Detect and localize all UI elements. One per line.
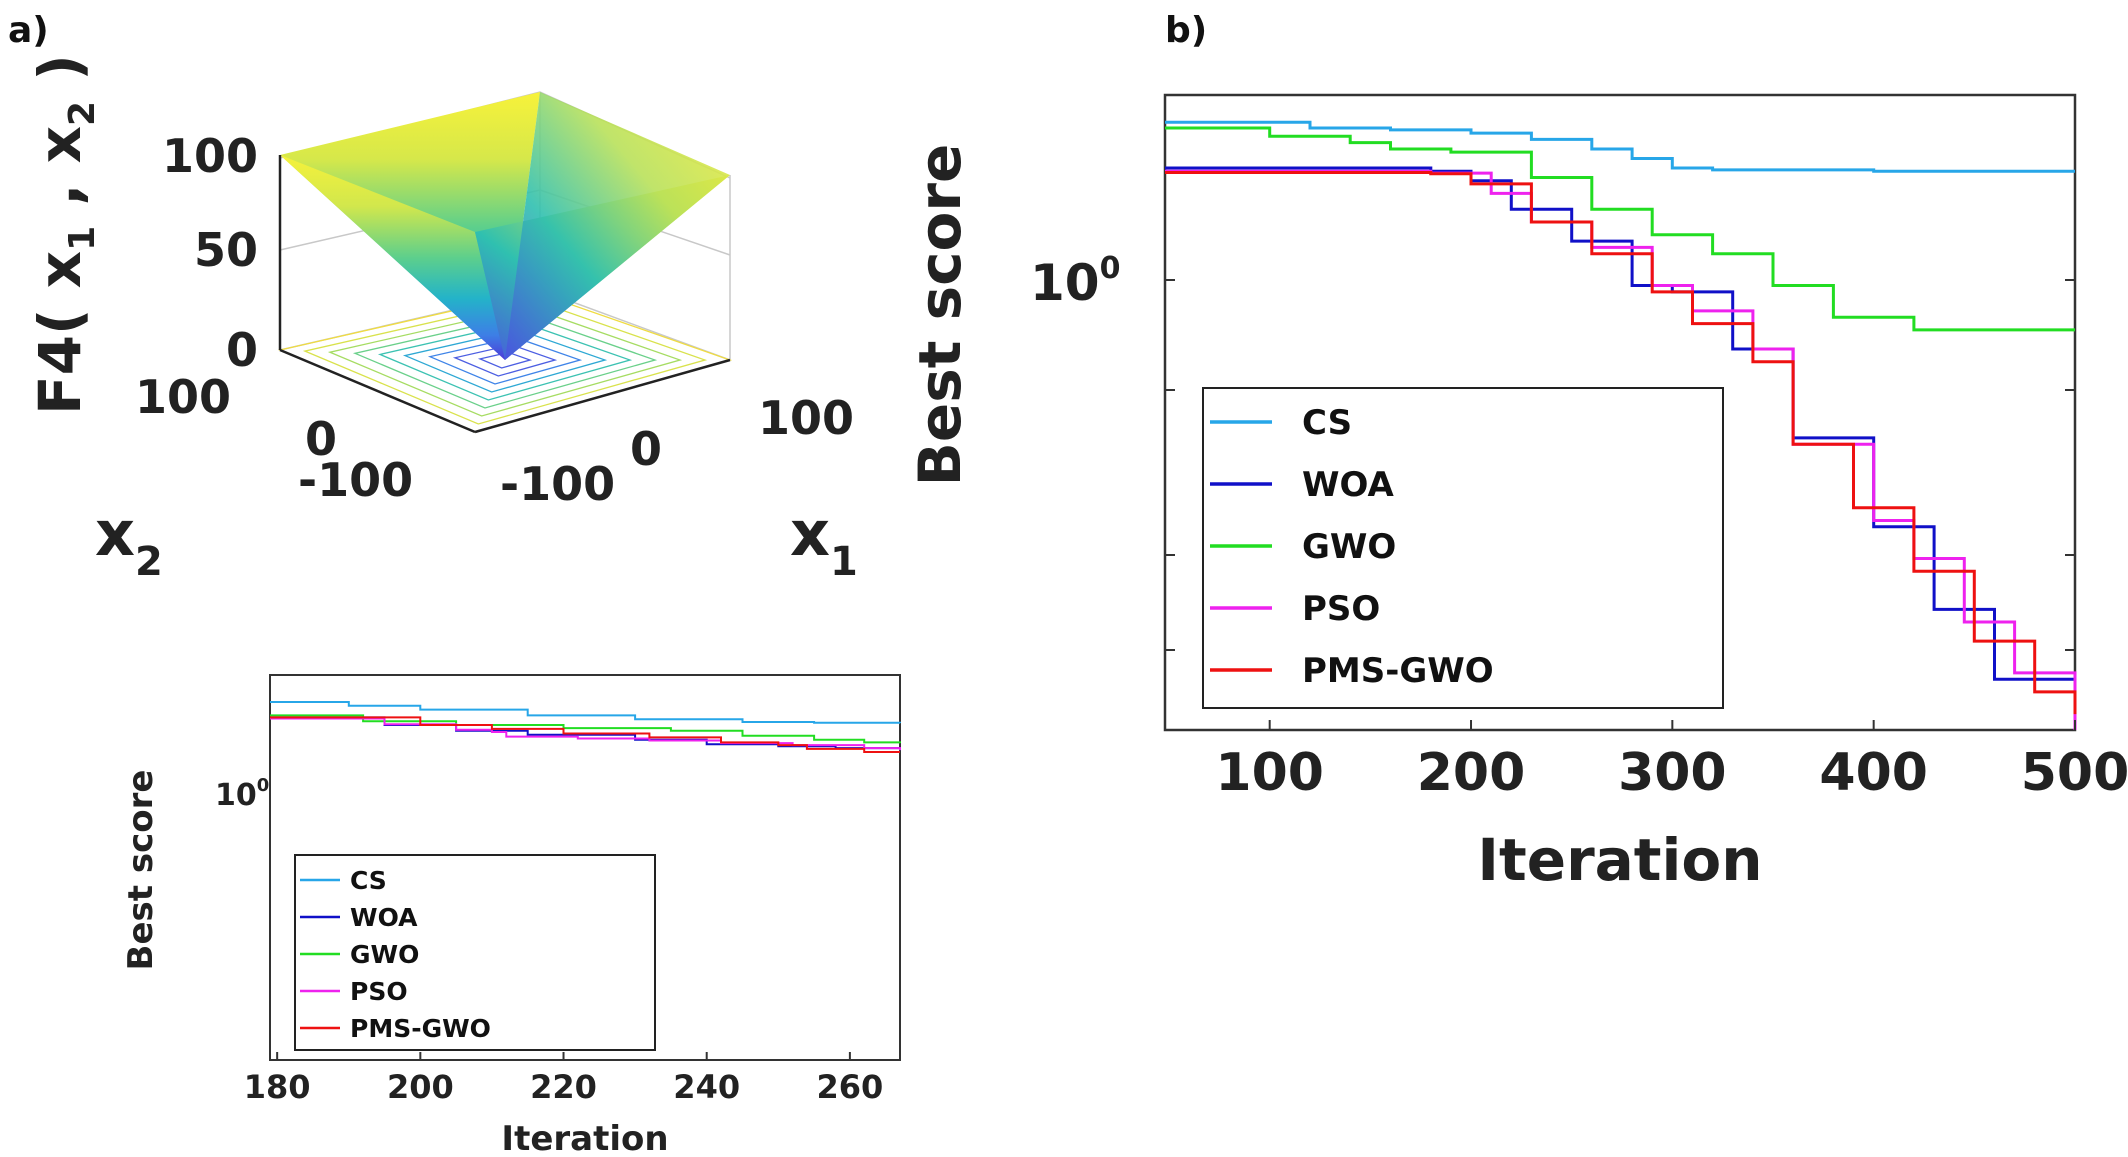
- x-tick-label-260: 260: [816, 1068, 883, 1106]
- main-legend: CS WOA GWO PSO PMS-GWO: [1202, 387, 1724, 709]
- series-line-pms-gwo: [1165, 171, 2077, 715]
- inset-x-ticks: 180 200 220 240 260: [244, 1052, 883, 1106]
- main-y-axis-label: Best score: [906, 144, 974, 487]
- legend-label-woa: WOA: [350, 903, 418, 932]
- x1-tick-neg100: -100: [500, 457, 615, 511]
- series-line-pms-gwo: [270, 716, 900, 753]
- series-line-gwo: [1165, 126, 2075, 332]
- x-tick-label-200: 200: [1417, 743, 1526, 803]
- contour-ring: [327, 306, 683, 417]
- main-y-minor-ticks: [1165, 279, 2075, 651]
- z-tick-100: 100: [162, 129, 258, 183]
- main-x-ticks: 100 200 300 400 500: [1215, 720, 2128, 803]
- contour-ring: [427, 336, 583, 385]
- contour-ring: [402, 329, 608, 393]
- contour-ring: [352, 313, 658, 409]
- x-tick-label-500: 500: [2021, 743, 2128, 803]
- legend-label-pso: PSO: [1302, 589, 1380, 629]
- legend-label-gwo: GWO: [350, 940, 419, 969]
- surface-face-back: [505, 92, 730, 360]
- series-line-gwo: [270, 714, 901, 744]
- x1-tick-0: 0: [630, 422, 662, 476]
- inset-y-tick-label: 100: [215, 775, 269, 813]
- inset-convergence-chart: 180 200 220 240 260 100 Iteration Best score…: [121, 674, 901, 1157]
- x2-tick-0: 0: [305, 412, 337, 466]
- series-line-cs: [270, 701, 901, 724]
- contour-ring: [302, 298, 708, 425]
- z-axis-label: F4( x1 , x2 ): [26, 54, 103, 415]
- inset-y-axis-label: Best score: [121, 770, 161, 971]
- x-tick-label-240: 240: [673, 1068, 740, 1106]
- legend-label-pms-gwo: PMS-GWO: [1302, 651, 1494, 691]
- legend-label-pso: PSO: [350, 977, 408, 1006]
- x1-axis-label: x1: [790, 497, 858, 585]
- main-series-group: [1165, 120, 2077, 730]
- x-tick-label-400: 400: [1819, 743, 1928, 803]
- z-tick-50: 50: [194, 223, 258, 277]
- x2-tick-neg100: -100: [298, 453, 413, 507]
- contour-ring: [477, 351, 533, 369]
- contour-ring: [377, 321, 633, 401]
- legend-label-cs: CS: [1302, 403, 1352, 443]
- surface-axis-lines: [278, 155, 731, 434]
- x-tick-label-300: 300: [1618, 743, 1727, 803]
- x2-axis-label: x2: [95, 497, 163, 585]
- x-tick-label-220: 220: [530, 1068, 597, 1106]
- z-tick-0: 0: [226, 323, 258, 377]
- legend-label-gwo: GWO: [1302, 527, 1396, 567]
- inset-legend: CS WOA GWO PSO PMS-GWO: [294, 854, 656, 1051]
- x1-tick-100: 100: [758, 391, 854, 445]
- main-x-axis-label: Iteration: [1477, 826, 1762, 894]
- legend-label-cs: CS: [350, 866, 387, 895]
- surface-face-front: [280, 155, 505, 360]
- series-line-pso: [270, 717, 901, 751]
- panel-label-a: a): [8, 10, 49, 51]
- inset-x-axis-label: Iteration: [501, 1119, 668, 1157]
- legend-label-woa: WOA: [1302, 465, 1394, 505]
- legend-label-pms-gwo: PMS-GWO: [350, 1014, 491, 1043]
- contour-lines: [280, 350, 730, 430]
- x-tick-label-180: 180: [244, 1068, 311, 1106]
- x-tick-label-100: 100: [1215, 743, 1324, 803]
- inset-series-group: [270, 701, 901, 753]
- x2-tick-100: 100: [135, 370, 231, 424]
- main-convergence-chart: 100 200 300 400 500 100 Iteration Best score…: [906, 93, 2128, 894]
- surface-3d-plot: 100 50 0 100 0 -100 -100 0 100 F4( x1 , …: [26, 54, 858, 585]
- contour-ring: [452, 344, 558, 377]
- panel-label-b: b): [1165, 10, 1207, 51]
- x-tick-label-200: 200: [387, 1068, 454, 1106]
- main-y-tick-label: 100: [1030, 251, 1120, 312]
- series-line-cs: [1165, 120, 2075, 173]
